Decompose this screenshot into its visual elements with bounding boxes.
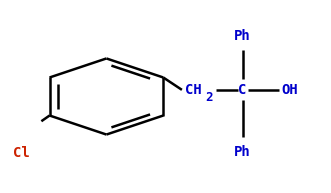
Text: 2: 2 bbox=[206, 91, 213, 104]
Text: Ph: Ph bbox=[234, 145, 251, 159]
Text: C: C bbox=[238, 83, 247, 97]
Text: OH: OH bbox=[281, 83, 298, 97]
Text: CH: CH bbox=[185, 83, 202, 97]
Text: Cl: Cl bbox=[13, 146, 29, 160]
Text: Ph: Ph bbox=[234, 29, 251, 43]
